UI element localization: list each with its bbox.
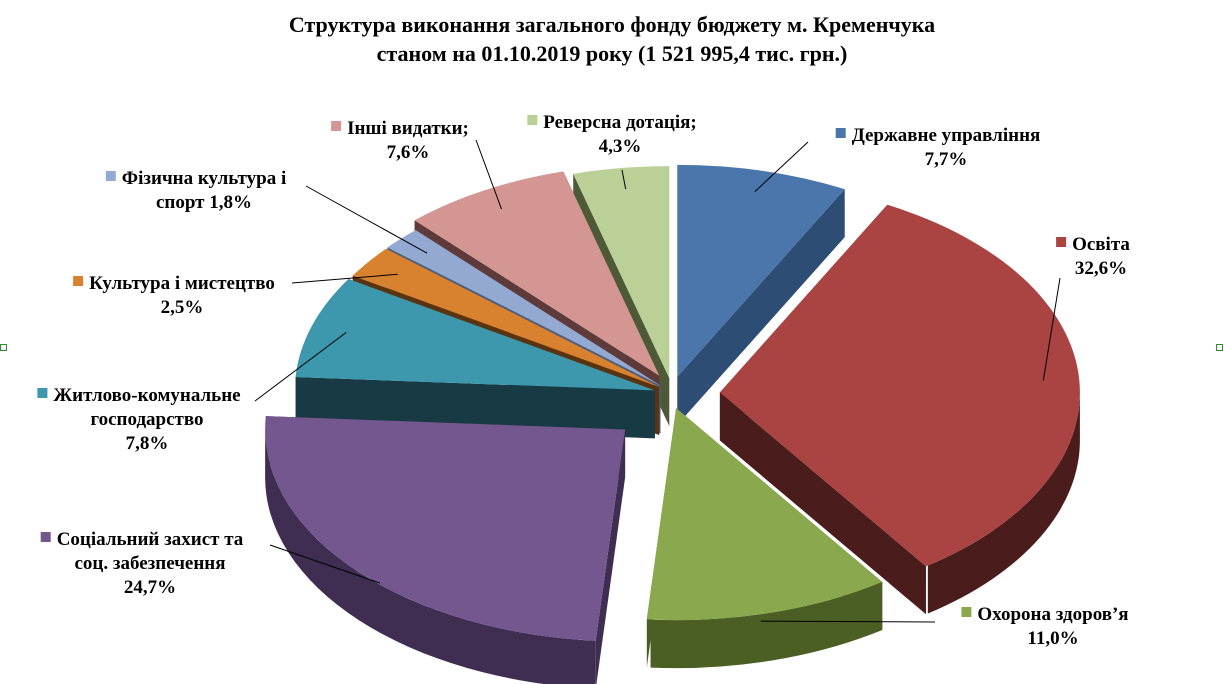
slice-zhytlovo-komunalne bbox=[295, 279, 655, 391]
slice-tops-layer bbox=[265, 164, 1080, 641]
leader-line-kultura-mystetstvo bbox=[291, 273, 398, 284]
label-line-okhorona-zdorovia-1: 11,0% bbox=[1027, 628, 1078, 649]
label-inshi-vydatky: Інші видатки; 7,6% bbox=[331, 118, 502, 210]
slice-sotsialnyi-zakhyst bbox=[265, 416, 626, 641]
selection-handle-right bbox=[1216, 344, 1223, 351]
labels-layer: Державне управління 7,7% Освіта 32,6% Охорон… bbox=[37, 112, 1130, 649]
legend-key-osvita bbox=[1056, 237, 1067, 247]
slice-osvita bbox=[719, 204, 1080, 567]
legend-key-zhytlovo-komunalne bbox=[37, 388, 48, 398]
label-kultura-mystetstvo: Культура і мистецтво 2,5% bbox=[73, 273, 398, 318]
label-sotsialnyi-zakhyst: Соціальний захист та соц. забезпечення 24,… bbox=[40, 529, 381, 598]
label-line-reversna-dotatsiia-0: Реверсна дотація; bbox=[543, 112, 696, 133]
label-line-fizychna-kultura-1: спорт 1,8% bbox=[156, 192, 252, 213]
label-line-sotsialnyi-zakhyst-1: соц. забезпечення bbox=[74, 553, 225, 574]
label-line-inshi-vydatky-1: 7,6% bbox=[387, 142, 430, 163]
slice-fizychna-kultura bbox=[387, 230, 661, 386]
label-line-kultura-mystetstvo-1: 2,5% bbox=[161, 297, 204, 318]
legend-key-derzhavne-upravlinnia bbox=[835, 128, 846, 138]
label-line-okhorona-zdorovia-0: Охорона здоров’я bbox=[977, 604, 1128, 625]
legend-key-kultura-mystetstvo bbox=[73, 276, 84, 286]
label-okhorona-zdorovia: Охорона здоров’я 11,0% bbox=[760, 604, 1129, 649]
slice-wall-sotsialnyi-zakhyst-0 bbox=[265, 426, 596, 684]
label-line-zhytlovo-komunalne-0: Житлово-комунальне bbox=[53, 385, 240, 406]
slice-inshi-vydatky bbox=[414, 171, 660, 376]
legend-key-inshi-vydatky bbox=[331, 121, 342, 131]
slice-kultura-mystetstvo bbox=[352, 248, 660, 387]
legend-key-fizychna-kultura bbox=[105, 171, 116, 181]
label-line-kultura-mystetstvo-0: Культура і мистецтво bbox=[89, 273, 275, 294]
label-fizychna-kultura: Фізична культура і спорт 1,8% bbox=[105, 168, 428, 254]
legend-key-reversna-dotatsiia bbox=[527, 115, 538, 125]
legend-key-okhorona-zdorovia bbox=[961, 607, 972, 617]
slice-wall-okhorona-zdorovia-0 bbox=[650, 581, 883, 669]
label-reversna-dotatsiia: Реверсна дотація; 4,3% bbox=[527, 112, 697, 190]
label-line-derzhavne-upravlinnia-0: Державне управління bbox=[852, 125, 1041, 146]
label-line-reversna-dotatsiia-1: 4,3% bbox=[599, 136, 642, 157]
slice-face-derzhavne-upravlinnia-1 bbox=[677, 189, 845, 425]
leader-line-derzhavne-upravlinnia bbox=[754, 141, 809, 192]
slice-face-osvita-1 bbox=[719, 392, 926, 615]
label-zhytlovo-komunalne: Житлово-комунальне господарство 7,8% bbox=[37, 332, 347, 454]
leader-line-fizychna-kultura bbox=[305, 185, 428, 254]
chart-title: Структура виконання загального фонду бюд… bbox=[0, 10, 1224, 68]
label-line-osvita-1: 32,6% bbox=[1075, 258, 1127, 279]
label-line-inshi-vydatky-0: Інші видатки; bbox=[347, 118, 469, 139]
label-line-osvita-0: Освіта bbox=[1072, 234, 1130, 255]
label-line-zhytlovo-komunalne-1: господарство bbox=[90, 409, 203, 430]
legend-key-sotsialnyi-zakhyst bbox=[40, 532, 51, 542]
label-line-sotsialnyi-zakhyst-2: 24,7% bbox=[124, 577, 176, 598]
leader-line-inshi-vydatky bbox=[475, 139, 502, 210]
slice-face-sotsialnyi-zakhyst-0 bbox=[595, 429, 626, 684]
label-line-derzhavne-upravlinnia-1: 7,7% bbox=[925, 149, 968, 170]
leader-line-zhytlovo-komunalne bbox=[254, 332, 347, 402]
label-derzhavne-upravlinnia: Державне управління 7,7% bbox=[754, 125, 1041, 192]
leader-line-okhorona-zdorovia bbox=[760, 620, 936, 623]
label-line-zhytlovo-komunalne-2: 7,8% bbox=[126, 433, 169, 454]
slice-wall-osvita-0 bbox=[927, 391, 1080, 614]
leader-line-sotsialnyi-zakhyst bbox=[269, 544, 381, 584]
label-line-fizychna-kultura-0: Фізична культура і bbox=[122, 168, 286, 189]
label-line-sotsialnyi-zakhyst-0: Соціальний захист та bbox=[57, 529, 244, 550]
chart-subtitle: станом на 01.10.2019 року (1 521 995,4 т… bbox=[376, 41, 848, 66]
label-osvita: Освіта 32,6% bbox=[1042, 234, 1130, 381]
chart-title-line1: Структура виконання загального фонду бюд… bbox=[288, 12, 936, 37]
slice-reversna-dotatsiia bbox=[573, 166, 670, 379]
leader-line-reversna-dotatsiia bbox=[621, 169, 627, 190]
slice-okhorona-zdorovia bbox=[646, 408, 883, 621]
leader-line-osvita bbox=[1042, 277, 1061, 381]
selection-handle-left bbox=[0, 344, 7, 351]
slice-side-derzhavne-upravlinnia bbox=[677, 189, 845, 425]
slice-derzhavne-upravlinnia bbox=[677, 164, 845, 377]
